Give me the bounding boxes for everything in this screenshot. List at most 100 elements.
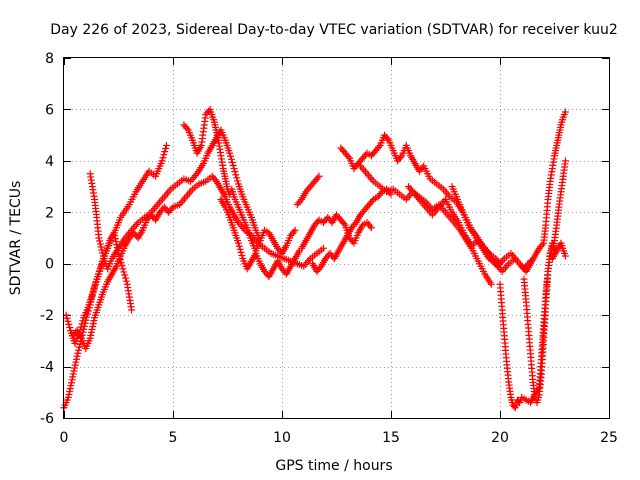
data-point [561, 108, 569, 116]
data-point [89, 323, 97, 331]
data-point [561, 252, 569, 260]
series-track-15 [520, 239, 569, 407]
data-point [375, 143, 383, 151]
data-point [96, 237, 104, 245]
data-point [162, 145, 170, 153]
data-point [86, 334, 94, 342]
tick-labels: 0 5 10 15 20 25 -6 -4 -2 0 2 4 6 8 [40, 51, 618, 446]
data-point [75, 343, 83, 351]
y-tick-label: 4 [45, 154, 54, 170]
data-point [226, 149, 234, 157]
data-point [232, 171, 240, 179]
data-point [111, 235, 119, 243]
y-tick-label: -2 [40, 308, 54, 324]
data-point [90, 317, 98, 325]
data-point [88, 325, 96, 333]
data-point [64, 317, 72, 325]
series-track-16 [518, 108, 569, 275]
chart-title: Day 226 of 2023, Sidereal Day-to-day VTE… [50, 22, 618, 38]
data-point [290, 228, 298, 236]
data-point [235, 242, 243, 250]
data-point [69, 373, 77, 381]
data-point [314, 174, 322, 182]
y-tick-label: 0 [45, 257, 54, 273]
data-point [549, 243, 557, 251]
series-track-7 [293, 172, 323, 209]
data-point [67, 382, 75, 390]
data-point [547, 249, 555, 257]
data-point [122, 277, 130, 285]
data-point [87, 331, 95, 339]
data-point [70, 367, 78, 375]
data-point [396, 153, 404, 161]
data-point [229, 161, 237, 169]
data-point [79, 317, 87, 325]
data-point [75, 346, 83, 354]
data-point [128, 306, 136, 314]
data-point [496, 260, 504, 268]
data-point [160, 151, 168, 159]
y-tick-label: 6 [45, 102, 54, 118]
data-point [97, 243, 105, 251]
data-point [168, 205, 176, 213]
data-point [230, 165, 238, 173]
data-point [120, 268, 128, 276]
data-point [121, 271, 129, 279]
y-tick-label: 2 [45, 205, 54, 221]
data-point [111, 232, 119, 240]
data-point [77, 323, 85, 331]
data-point [227, 155, 235, 163]
data-point [78, 320, 86, 328]
data-point [368, 197, 376, 205]
data-point [377, 189, 385, 197]
data-point [351, 220, 359, 228]
data-point [561, 157, 569, 165]
data-point [159, 154, 167, 162]
data-point [66, 388, 74, 396]
data-point [228, 158, 236, 166]
x-axis-title: GPS time / hours [275, 458, 392, 474]
data-point [231, 168, 239, 176]
series-track-5 [180, 105, 299, 257]
data-point [211, 176, 219, 184]
series-track-9 [309, 185, 395, 275]
data-point [161, 148, 169, 156]
data-point [340, 219, 348, 227]
y-tick-label: -6 [40, 411, 54, 427]
data-point [344, 153, 352, 161]
data-point [546, 252, 554, 260]
data-point [88, 291, 96, 299]
data-point [538, 241, 546, 249]
data-point [72, 358, 80, 366]
data-point [234, 239, 242, 247]
series-track-6 [217, 195, 303, 281]
data-point [90, 284, 98, 292]
y-tick-label: -4 [40, 360, 54, 376]
data-point [99, 249, 107, 257]
data-point [237, 248, 245, 256]
data-point [233, 174, 241, 182]
data-point [236, 245, 244, 253]
series-track-13 [448, 183, 504, 268]
data-point [162, 141, 170, 149]
data-point [92, 278, 100, 286]
data-point [316, 264, 324, 272]
data-point [227, 152, 235, 160]
series-track-2 [62, 229, 136, 347]
data-point [73, 352, 81, 360]
data-point [74, 349, 82, 357]
data-point [367, 224, 375, 232]
data-point [158, 157, 166, 165]
data-point [66, 385, 74, 393]
data-point [234, 177, 242, 185]
data-point [98, 246, 106, 254]
data-point [296, 197, 304, 205]
data-point [67, 379, 75, 387]
x-tick-label: 10 [273, 430, 291, 446]
data-point [89, 287, 97, 295]
data-point [87, 328, 95, 336]
data-point [548, 246, 556, 254]
data-point [366, 222, 374, 230]
data-point [550, 240, 558, 248]
